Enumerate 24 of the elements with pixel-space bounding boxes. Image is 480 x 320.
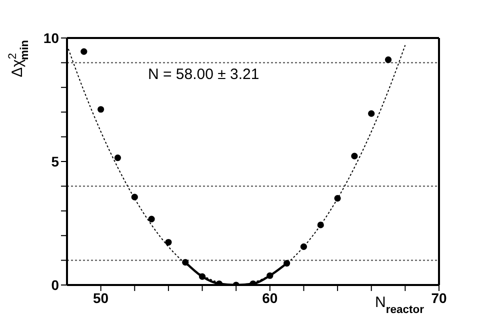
point (98, 106, 104, 113)
x-tick-label: 50 (93, 290, 109, 306)
point (317, 222, 324, 228)
point (334, 195, 341, 202)
annotation: N = 58.00 ± 3.21 (148, 66, 260, 83)
x-tick-label: 70 (431, 290, 447, 306)
point (114, 154, 122, 162)
y-tick-label: 10 (43, 30, 60, 46)
point (351, 152, 358, 160)
point (384, 56, 392, 64)
point (80, 48, 88, 55)
point (368, 110, 375, 117)
y-tick-label: 0 (51, 276, 60, 293)
point (165, 238, 172, 246)
point (266, 272, 274, 279)
point (198, 273, 206, 280)
point (182, 258, 189, 266)
x-axis-title: N$_{reactor}$ (375, 294, 425, 316)
point (148, 216, 155, 222)
point (284, 260, 290, 267)
x-tick-label: 60 (262, 290, 278, 306)
point (131, 194, 138, 200)
point (300, 243, 308, 250)
y-tick-label: 5 (51, 153, 60, 170)
